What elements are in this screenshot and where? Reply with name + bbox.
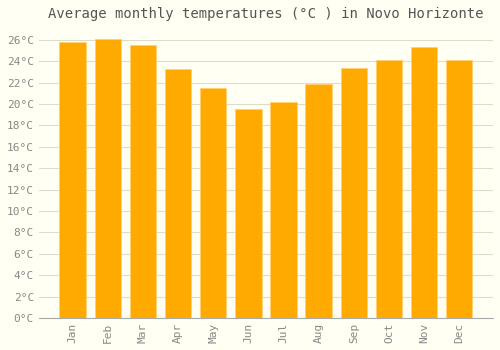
Bar bbox=[411, 47, 438, 318]
Bar bbox=[270, 102, 296, 318]
Bar bbox=[340, 68, 367, 318]
Bar bbox=[446, 60, 472, 318]
Title: Average monthly temperatures (°C ) in Novo Horizonte: Average monthly temperatures (°C ) in No… bbox=[48, 7, 484, 21]
Bar bbox=[130, 45, 156, 318]
Bar bbox=[200, 88, 226, 318]
Bar bbox=[60, 42, 86, 318]
Bar bbox=[376, 60, 402, 318]
Bar bbox=[235, 109, 262, 318]
Bar bbox=[165, 69, 191, 318]
Bar bbox=[306, 84, 332, 318]
Bar bbox=[94, 39, 121, 318]
